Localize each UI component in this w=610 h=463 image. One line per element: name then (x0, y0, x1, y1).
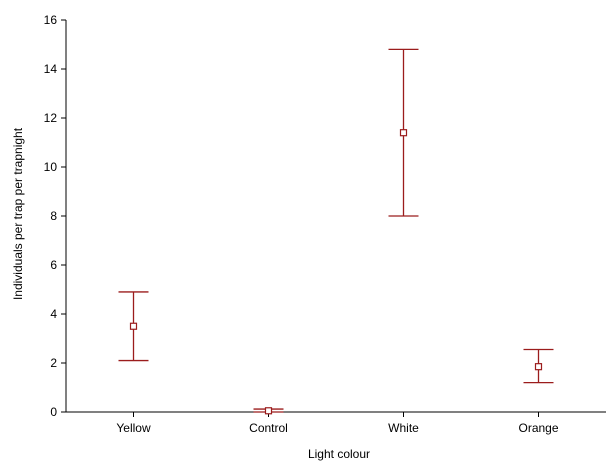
y-tick-label: 16 (44, 13, 58, 27)
data-point (129, 322, 138, 330)
data-point (264, 407, 273, 415)
y-axis-ticks: 0 2 4 6 8 10 12 14 16 (44, 13, 66, 419)
x-tick-label: Yellow (116, 421, 151, 435)
y-tick-label: 8 (50, 209, 57, 223)
y-tick-label: 6 (50, 258, 57, 272)
y-tick-label: 0 (50, 405, 57, 419)
y-tick-label: 2 (50, 356, 57, 370)
y-tick-label: 4 (50, 307, 57, 321)
x-tick-label: White (388, 421, 419, 435)
x-tick-label: Control (249, 421, 288, 435)
y-tick-label: 12 (44, 111, 58, 125)
x-tick-label: Orange (518, 421, 558, 435)
data-marks (118, 48, 554, 415)
y-axis-title: Individuals per trap per trapnight (11, 127, 25, 300)
axes (65, 20, 606, 413)
y-tick-label: 14 (44, 62, 58, 76)
x-axis-ticks: Yellow Control White Orange (116, 412, 559, 435)
y-tick-label: 10 (44, 160, 58, 174)
x-axis-title: Light colour (308, 447, 370, 461)
data-point (534, 363, 543, 371)
data-point (399, 129, 408, 137)
